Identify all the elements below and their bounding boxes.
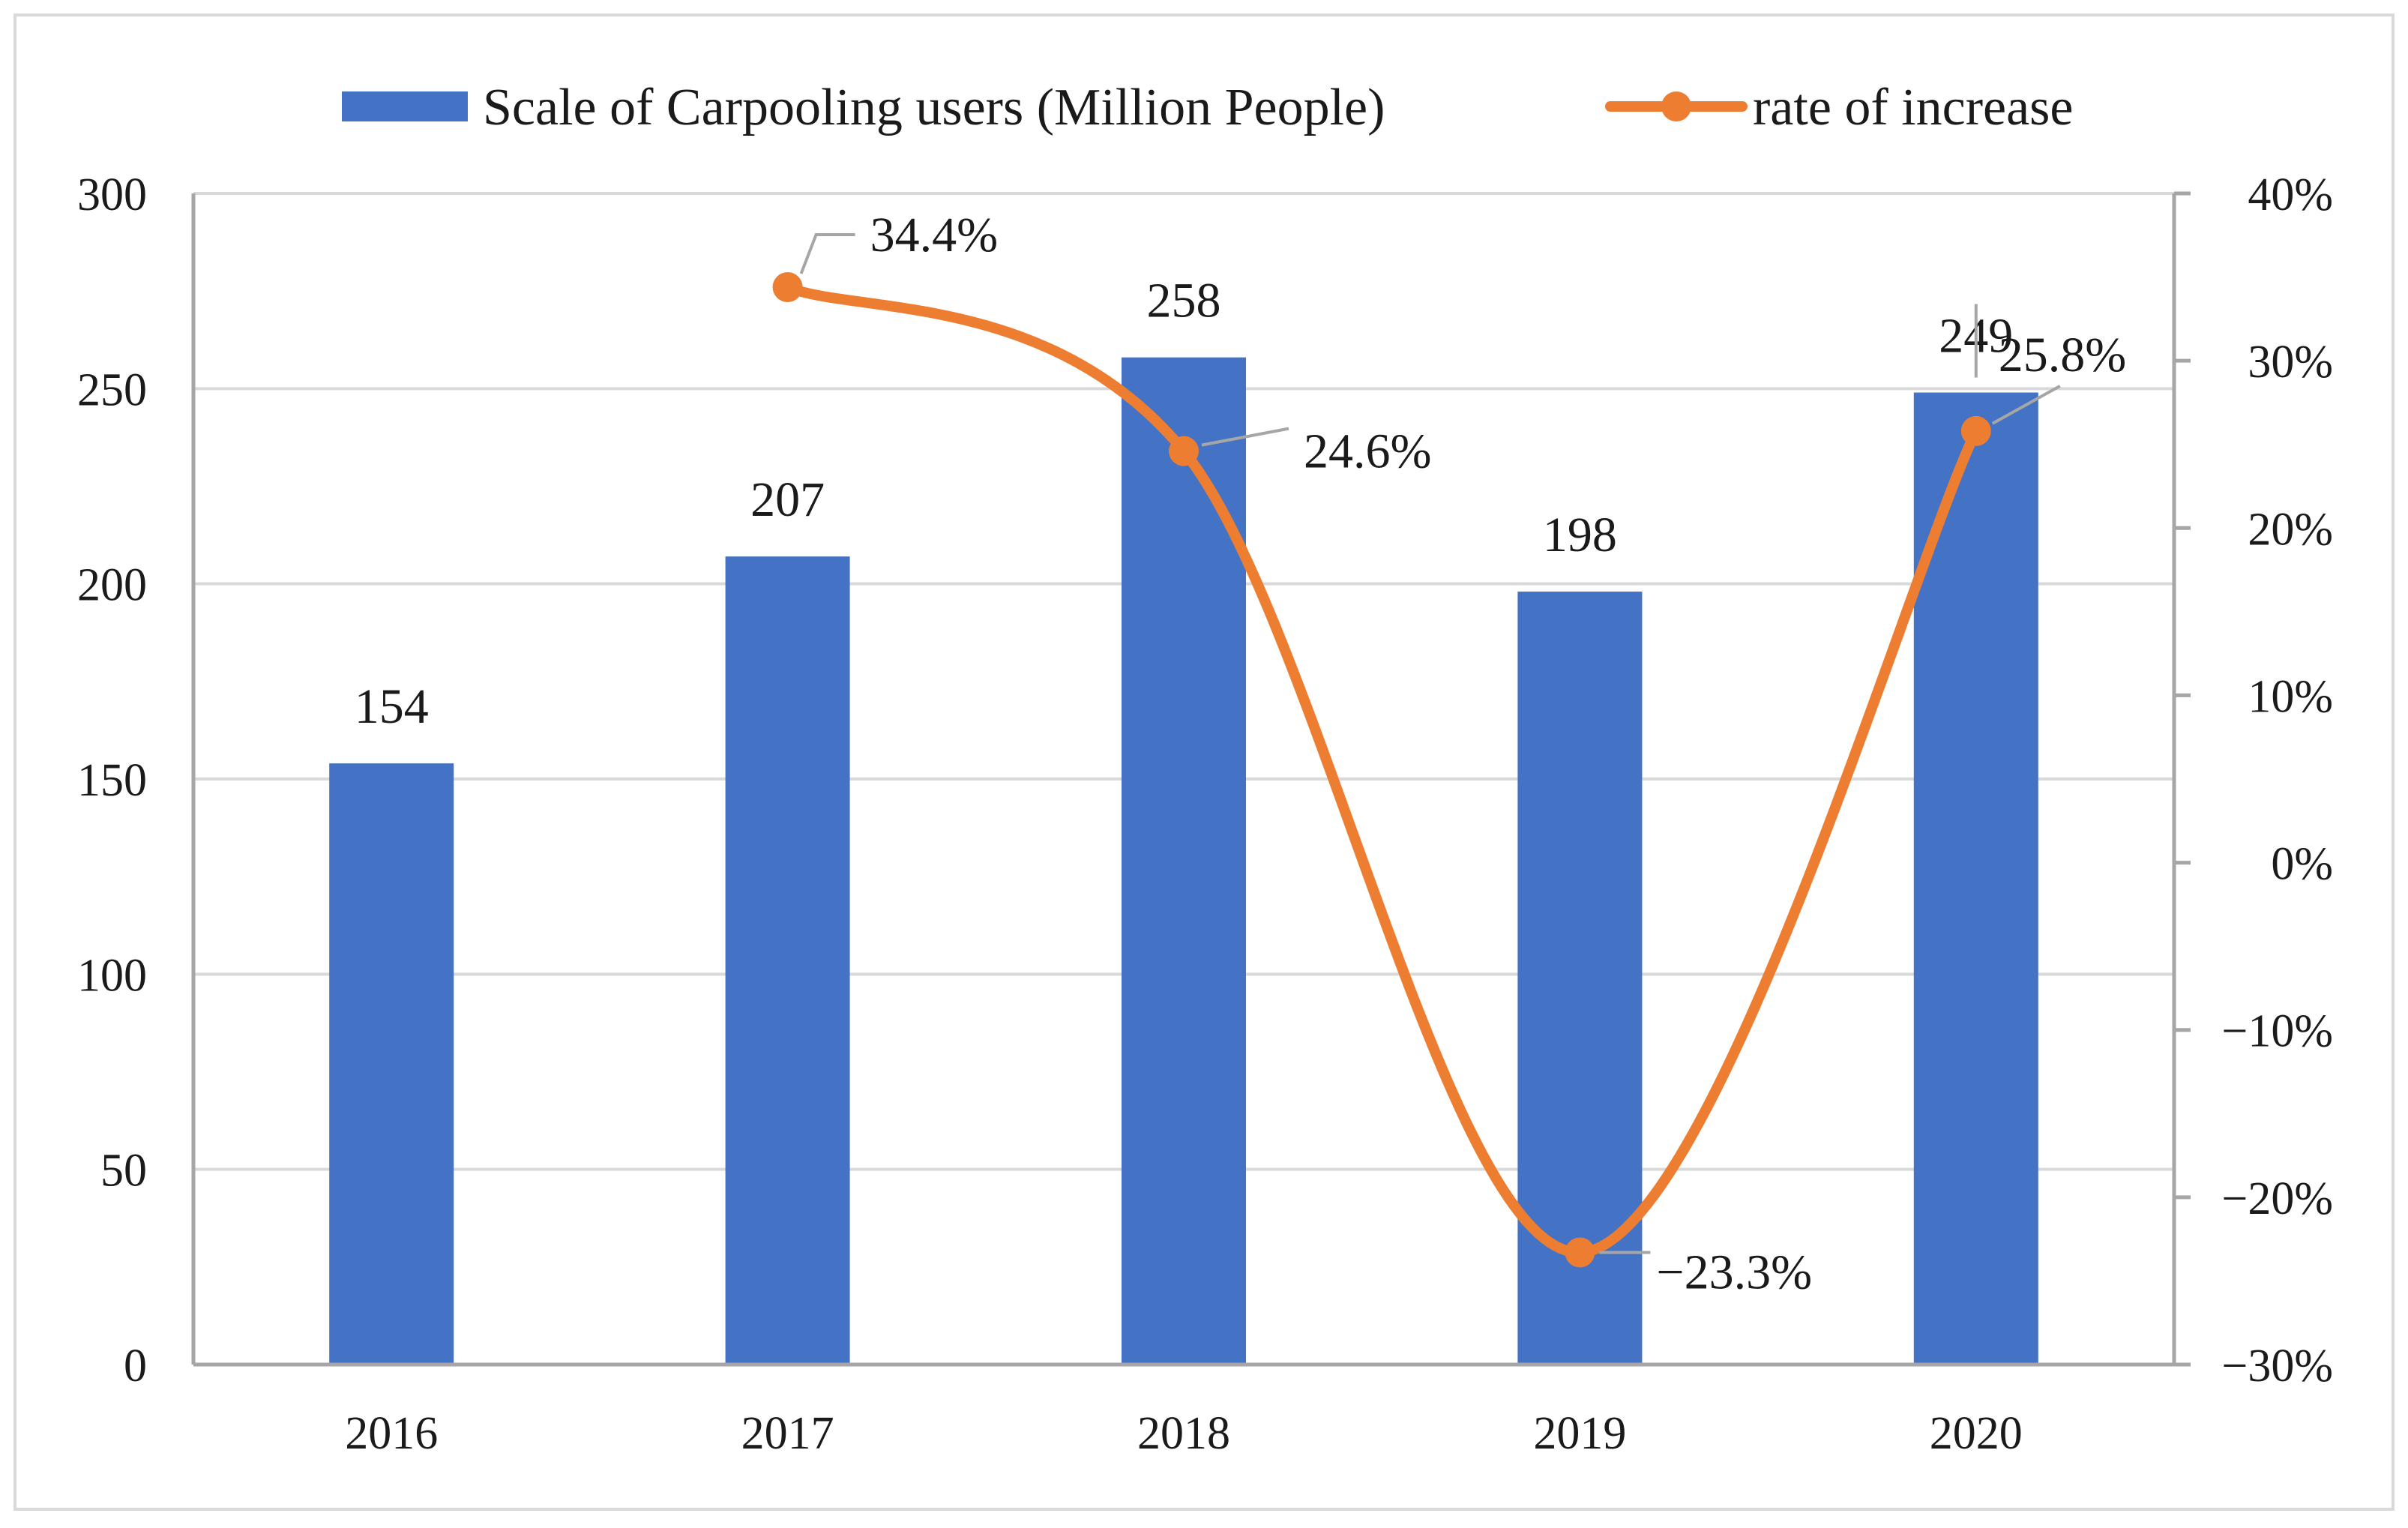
y-right-tick-label: −10% <box>2221 1006 2333 1057</box>
leader-line <box>799 232 855 274</box>
leader-line <box>1201 427 1289 447</box>
x-tick-label: 2019 <box>1533 1408 1626 1459</box>
rate-marker-2020 <box>1960 415 1991 446</box>
y-left-tick-label: 150 <box>77 755 147 806</box>
legend-swatch-marker <box>1661 91 1691 121</box>
y-right-tick-label: 40% <box>2248 169 2333 220</box>
y-right-tick-label: −30% <box>2221 1341 2333 1392</box>
y-left-tick-label: 50 <box>100 1146 147 1197</box>
bar-value-label: 258 <box>1147 274 1221 328</box>
legend-swatch-bar <box>342 91 468 121</box>
y-right-tick-label: 20% <box>2248 504 2333 555</box>
y-left-tick-label: 100 <box>77 950 147 1001</box>
x-tick-label: 2020 <box>1930 1408 2023 1459</box>
bar-series <box>329 357 2038 1365</box>
leader-line <box>1991 385 2061 425</box>
y-right-tick-label: −20% <box>2221 1173 2333 1224</box>
y-left-tick-label: 300 <box>77 169 147 220</box>
x-tick-label: 2016 <box>345 1408 438 1459</box>
axes: 0 50 100 150 200 250 300 −30% −20% −10% 0% 10% 20% 30… <box>77 169 2333 1459</box>
x-tick-label: 2017 <box>741 1408 834 1459</box>
rate-line <box>782 281 1981 1258</box>
rate-value-label: 34.4% <box>870 208 998 262</box>
rate-marker-2019 <box>1565 1237 1595 1268</box>
bar-2016 <box>329 763 454 1365</box>
bar-value-label: 154 <box>355 679 429 734</box>
bar-value-label: 207 <box>750 472 825 527</box>
y-right-tick-label: 0% <box>2271 839 2333 890</box>
bar-2020 <box>1913 392 2038 1365</box>
bar-2017 <box>725 556 850 1365</box>
rate-value-label: −23.3% <box>1656 1245 1812 1299</box>
y-right-tick-label: 30% <box>2248 337 2333 388</box>
rate-marker-2018 <box>1169 436 1199 466</box>
y-right-tick-label: 10% <box>2248 671 2333 722</box>
legend: Scale of Carpooling users (Million Peopl… <box>342 79 2074 136</box>
y-left-tick-label: 200 <box>77 560 147 611</box>
y-left-tick-label: 250 <box>77 364 147 415</box>
bar-value-label: 198 <box>1543 508 1617 562</box>
y-left-tick-label: 0 <box>124 1341 147 1392</box>
rate-value-label: 24.6% <box>1304 424 1431 479</box>
line-series <box>772 271 1991 1268</box>
legend-label-bars: Scale of Carpooling users (Million Peopl… <box>483 79 1385 136</box>
legend-label-line: rate of increase <box>1753 79 2074 136</box>
x-tick-label: 2018 <box>1137 1408 1230 1459</box>
bar-2018 <box>1122 357 1246 1365</box>
rate-value-label: 25.8% <box>1999 328 2126 382</box>
rate-marker-2017 <box>772 271 803 302</box>
